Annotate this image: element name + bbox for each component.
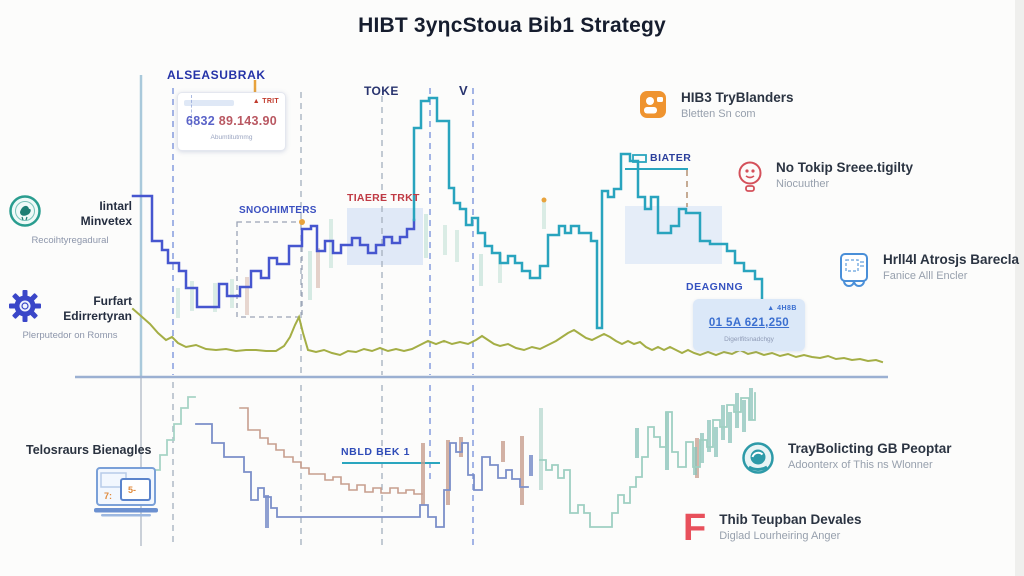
tryblanders-title: HIB3 TryBlanders [681,90,794,105]
deagnng-subtitle: Digerlfitsnadchgy [724,336,774,343]
label-snoohimters: SNOOHIMTERS [239,205,317,216]
page-title: HIBT 3yηcStoua Bib1 Strategy [358,14,666,37]
edirrertyran-title-line2: Edirrertyran [63,308,132,323]
deagnng-value: 01 5A 621,250 [708,317,790,329]
legend-item-teupban: F Thib Teupban Devales Diglad Lourheirin… [683,507,862,549]
card-faint-strip [184,100,234,106]
label-alseasubrak: ALSEASUBRAK [167,68,266,82]
label-v-marker: V [459,83,468,98]
deagnng-badge: ▲ 4H8B [767,305,797,312]
tryblanders-subtitle: Bletten Sn com [681,108,756,120]
minvetex-title-line1: Iintarl [99,199,132,214]
deagnng-card: ▲ 4H8B 01 5A 621,250 Digerlfitsnadchgy [693,299,805,351]
legend-subtitle-minvetex: Recoihtyregadural [31,235,109,246]
trit-badge: ▲ TRIT [252,98,279,105]
legend-item-barecla: Hrll4l Atrosjs Barecla Fanice Alll Encle… [838,252,1019,297]
traybolicting-subtitle: Adoonterx of This ns Wlonner [788,459,933,471]
teupban-subtitle: Diglad Lourheiring Anger [719,530,841,542]
minvetex-title-line2: Minvetex [80,213,132,228]
price-value-a: 6832 [185,114,215,128]
globe-swirl-icon [741,441,775,480]
legend-subtitle-edirrertyran: Plerputedor on Romns [22,330,118,341]
label-toke: TOKE [364,84,399,98]
label-biater: BIATER [650,152,692,164]
barecla-subtitle: Fanice Alll Encler [883,270,968,282]
laptop-icon: 7: 5- [94,466,162,523]
legend-item-notokip: No Tokip Sreee.tigilty Niocuuther [737,160,913,199]
price-card-subtitle: Abumtitutmmg [210,134,253,141]
cards-icon [838,252,870,297]
label-telosraurs: Telosraurs Bienagles [26,443,152,457]
legend-title-edirrertyran: Furfart Edirrertyran [63,294,132,323]
medal-circle-icon [8,194,42,233]
people-chat-icon [640,90,668,125]
label-tiaere-trkt: TIAERE TRKT [347,192,420,204]
legend-item-edirrertyran: Furfart Edirrertyran Plerputedor on Romn… [8,289,132,341]
legend-item-traybolicting: TrayBolicting GB Peoptar Adoonterx of Th… [741,441,952,480]
teupban-title: Thib Teupban Devales [719,512,862,527]
svg-text:7:: 7: [104,491,112,501]
legend-item-tryblanders: HIB3 TryBlanders Bletten Sn com [640,90,794,125]
legend-item-minvetex: Iintarl Minvetex Recoihtyregadural [8,194,132,246]
notokip-title: No Tokip Sreee.tigilty [776,160,914,175]
barecla-title: Hrll4l Atrosjs Barecla [883,252,1020,267]
traybolicting-title: TrayBolicting GB Peoptar [788,441,952,456]
svg-text:5-: 5- [128,485,136,495]
gear-icon [8,289,42,328]
label-nbld-bek1: NBLD BEK 1 [341,446,411,458]
notokip-subtitle: Niocuuther [776,178,830,190]
card-dashed-line [191,95,192,127]
right-edge-band [1015,0,1024,576]
price-card-value: 6832 89.143.90 [178,114,285,128]
edirrertyran-title-line1: Furfart [93,294,132,309]
price-card: ▲ TRIT 6832 89.143.90 Abumtitutmmg [177,92,286,151]
legend-title-minvetex: Iintarl Minvetex [81,199,132,228]
label-deagnng: DEAGNNG [686,281,744,293]
person-alert-icon [737,160,763,199]
price-value-b: 89.143.90 [218,114,278,128]
letter-f-icon: F [683,507,707,549]
